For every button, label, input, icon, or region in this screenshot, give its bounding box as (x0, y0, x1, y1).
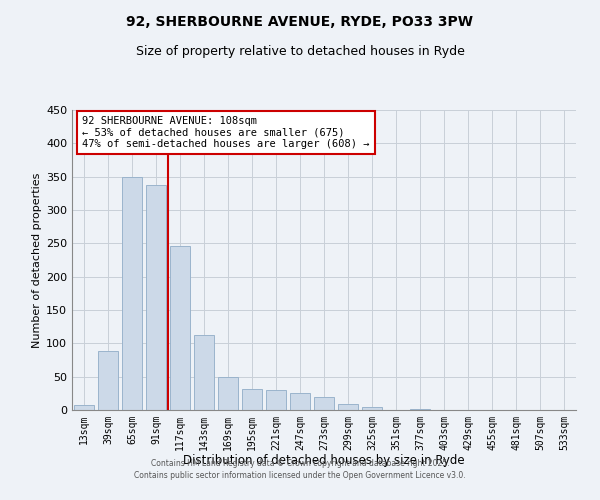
Bar (362, 408, 382, 410)
Bar (338, 404, 358, 410)
Bar (218, 378, 238, 410)
Bar (266, 390, 286, 410)
Bar (74, 406, 94, 410)
Bar (194, 336, 214, 410)
Y-axis label: Number of detached properties: Number of detached properties (32, 172, 42, 348)
Bar (146, 186, 166, 410)
Text: Size of property relative to detached houses in Ryde: Size of property relative to detached ho… (136, 45, 464, 58)
Bar (314, 396, 334, 410)
Bar (170, 246, 190, 410)
X-axis label: Distribution of detached houses by size in Ryde: Distribution of detached houses by size … (183, 454, 465, 468)
Text: 92 SHERBOURNE AVENUE: 108sqm
← 53% of detached houses are smaller (675)
47% of s: 92 SHERBOURNE AVENUE: 108sqm ← 53% of de… (82, 116, 370, 149)
Bar (290, 394, 310, 410)
Bar (242, 390, 262, 410)
Text: 92, SHERBOURNE AVENUE, RYDE, PO33 3PW: 92, SHERBOURNE AVENUE, RYDE, PO33 3PW (127, 15, 473, 29)
Bar (122, 176, 142, 410)
Bar (98, 350, 118, 410)
Text: Contains HM Land Registry data © Crown copyright and database right 2025.
Contai: Contains HM Land Registry data © Crown c… (134, 458, 466, 480)
